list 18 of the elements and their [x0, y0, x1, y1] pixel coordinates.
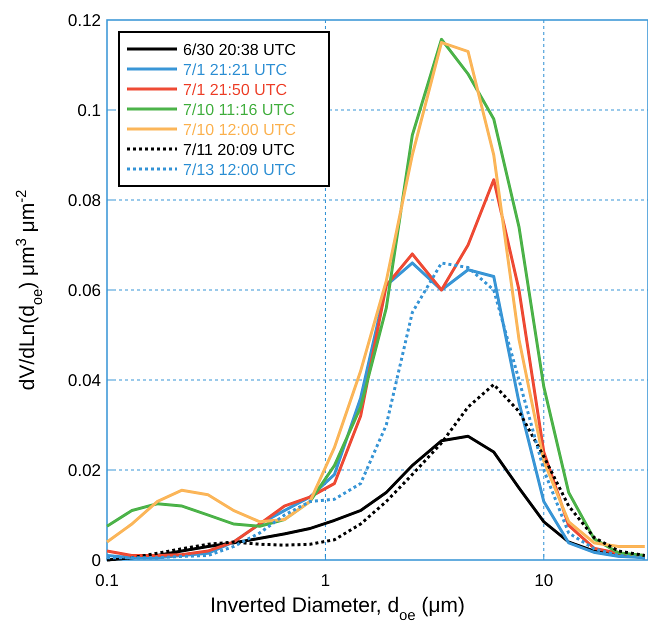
legend-label: 7/10 11:16 UTC: [183, 102, 295, 119]
x-tick-label: 10: [534, 571, 554, 590]
y-tick-label: 0.1: [77, 101, 101, 120]
legend-label: 7/11 20:09 UTC: [183, 142, 295, 159]
x-axis-title: Inverted Diameter, d$_{oe}$ (μm): [210, 594, 465, 623]
legend-label: 7/1 21:21 UTC: [183, 62, 288, 79]
x-tick-label: 0.1: [95, 571, 119, 590]
y-tick-label: 0.02: [68, 461, 101, 480]
y-tick-label: 0.12: [68, 11, 101, 30]
legend-label: 7/13 12:00 UTC: [183, 162, 296, 179]
y-tick-label: 0.04: [68, 371, 101, 390]
y-tick-label: 0.08: [68, 191, 101, 210]
y-tick-label: 0: [92, 551, 101, 570]
y-tick-label: 0.06: [68, 281, 101, 300]
legend-label: 7/1 21:50 UTC: [183, 82, 288, 99]
x-tick-label: 1: [320, 571, 330, 590]
legend-label: 6/30 20:38 UTC: [183, 42, 296, 59]
legend-label: 7/10 12:00 UTC: [183, 122, 296, 139]
